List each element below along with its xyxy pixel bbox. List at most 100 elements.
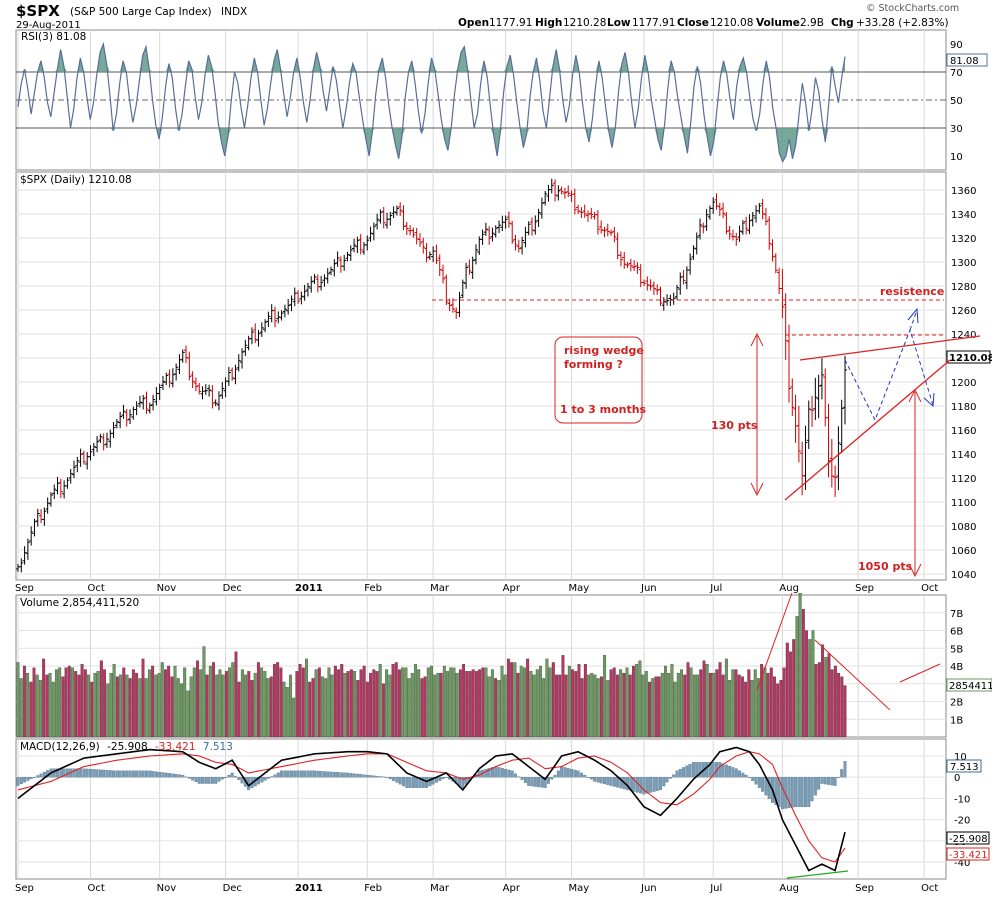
volume-bar (426, 667, 430, 738)
gridlines (16, 30, 946, 879)
macd-tick-label: -20 (954, 816, 970, 827)
macd-histogram-bar (62, 768, 66, 778)
price-tick-label: 1320 (951, 234, 976, 245)
volume-bar (29, 681, 33, 738)
macd-histogram-bar (290, 770, 293, 778)
macd-histogram-bar (655, 777, 659, 791)
volume-bar (827, 653, 831, 738)
macd-histogram-bar (336, 772, 340, 778)
macd-histogram-bar (800, 777, 804, 808)
macd-histogram-bar (415, 777, 419, 788)
ohlc-bar (424, 242, 429, 263)
volume-bar (208, 665, 212, 738)
volume-bar (397, 669, 401, 738)
ohlc-bar (230, 367, 235, 381)
macd-histogram-bar (201, 777, 204, 784)
ohlc-bar (207, 384, 212, 397)
volume-bar (689, 667, 693, 738)
macd-histogram-bar (547, 777, 550, 784)
volume-bar (67, 665, 71, 738)
ohlc-bar (164, 372, 169, 386)
volume-bar (833, 665, 837, 738)
macd-histogram-bar (553, 774, 557, 778)
volume-bar (721, 674, 725, 738)
volume-bar (19, 678, 23, 738)
volume-bar (593, 674, 597, 738)
macd-histogram-bar (668, 777, 672, 779)
ohlc-bar (605, 223, 610, 237)
volume-bar (218, 669, 222, 738)
ohlc-bar (45, 497, 50, 514)
macd-tick-label: -40 (954, 858, 970, 869)
volume-bar (664, 665, 667, 738)
volume-bar (580, 678, 584, 738)
wedge-note-line1: rising wedge (564, 344, 644, 357)
volume-bar (599, 676, 603, 738)
rsi-tick-label: 70 (950, 68, 963, 79)
volume-bar (301, 667, 305, 738)
ohlc-bar (796, 406, 801, 463)
volume-bar (667, 672, 671, 738)
volume-bar (285, 687, 289, 738)
volume-bar (26, 672, 30, 738)
macd-histogram-bar (339, 772, 343, 778)
volume-bar (215, 674, 219, 738)
macd-histogram-bar (487, 768, 491, 778)
ohlc-bar (526, 221, 531, 236)
macd-histogram-bar (108, 770, 112, 778)
volume-bar (609, 669, 613, 738)
volume-bar (183, 667, 187, 738)
ohlc-bar (213, 399, 218, 407)
ohlc-bar (665, 294, 670, 306)
volume-bar (840, 676, 844, 738)
volume-bar (186, 690, 190, 738)
macd-histogram-bar (296, 770, 300, 778)
wedge-note-line3: 1 to 3 months (560, 403, 647, 416)
volume-bar (311, 678, 315, 738)
ohlc-bar (289, 295, 294, 312)
ohlc-bar (35, 508, 40, 527)
ohlc-bar (411, 227, 416, 238)
macd-histogram-bar (283, 770, 287, 778)
macd-histogram-bar (616, 777, 620, 788)
ohlc-bar (381, 206, 386, 229)
volume-bar (670, 664, 674, 738)
macd-histogram-bar (797, 777, 801, 808)
macd-histogram-bar (734, 768, 738, 778)
macd-histogram-bar (138, 770, 142, 778)
macd-histogram-bar (313, 770, 316, 778)
macd-histogram-bar (164, 772, 168, 778)
close-value: 1210.08 (710, 17, 753, 29)
macd-histogram-bar (550, 777, 554, 780)
ohlc-bar (760, 199, 765, 220)
ohlc-bar (559, 186, 564, 195)
ohlc-bar (85, 452, 90, 470)
volume-bar (462, 664, 466, 738)
macd-histogram-bar (319, 771, 323, 778)
ohlc-bar (368, 226, 373, 242)
macd-histogram-bar (484, 768, 488, 778)
volume-bar (135, 672, 139, 738)
ohlc-bar (480, 229, 485, 245)
macd-histogram-bar (787, 777, 791, 809)
volume-bar (83, 669, 87, 738)
ohlc-bar (839, 399, 844, 454)
volume-bar (61, 676, 65, 738)
volume-bar (631, 665, 635, 738)
wedge-note-box (554, 336, 643, 424)
ohlc-bar (256, 329, 261, 347)
ohlc-bar (490, 227, 495, 242)
price-tick-label: 1240 (951, 330, 976, 341)
volume-bar (535, 669, 539, 738)
ohlc-bar (338, 256, 343, 273)
volume-bar (660, 672, 664, 738)
ohlc-bar (576, 204, 581, 214)
ohlc-bar (427, 251, 432, 260)
macd-histogram-bar (405, 777, 409, 788)
price-tick-label: 1080 (951, 522, 976, 533)
volume-bar (539, 665, 542, 738)
ohlc-bar (414, 227, 419, 245)
ohlc-bar (398, 202, 403, 216)
macd-histogram-bar (240, 777, 244, 784)
volume-bar (452, 667, 456, 738)
